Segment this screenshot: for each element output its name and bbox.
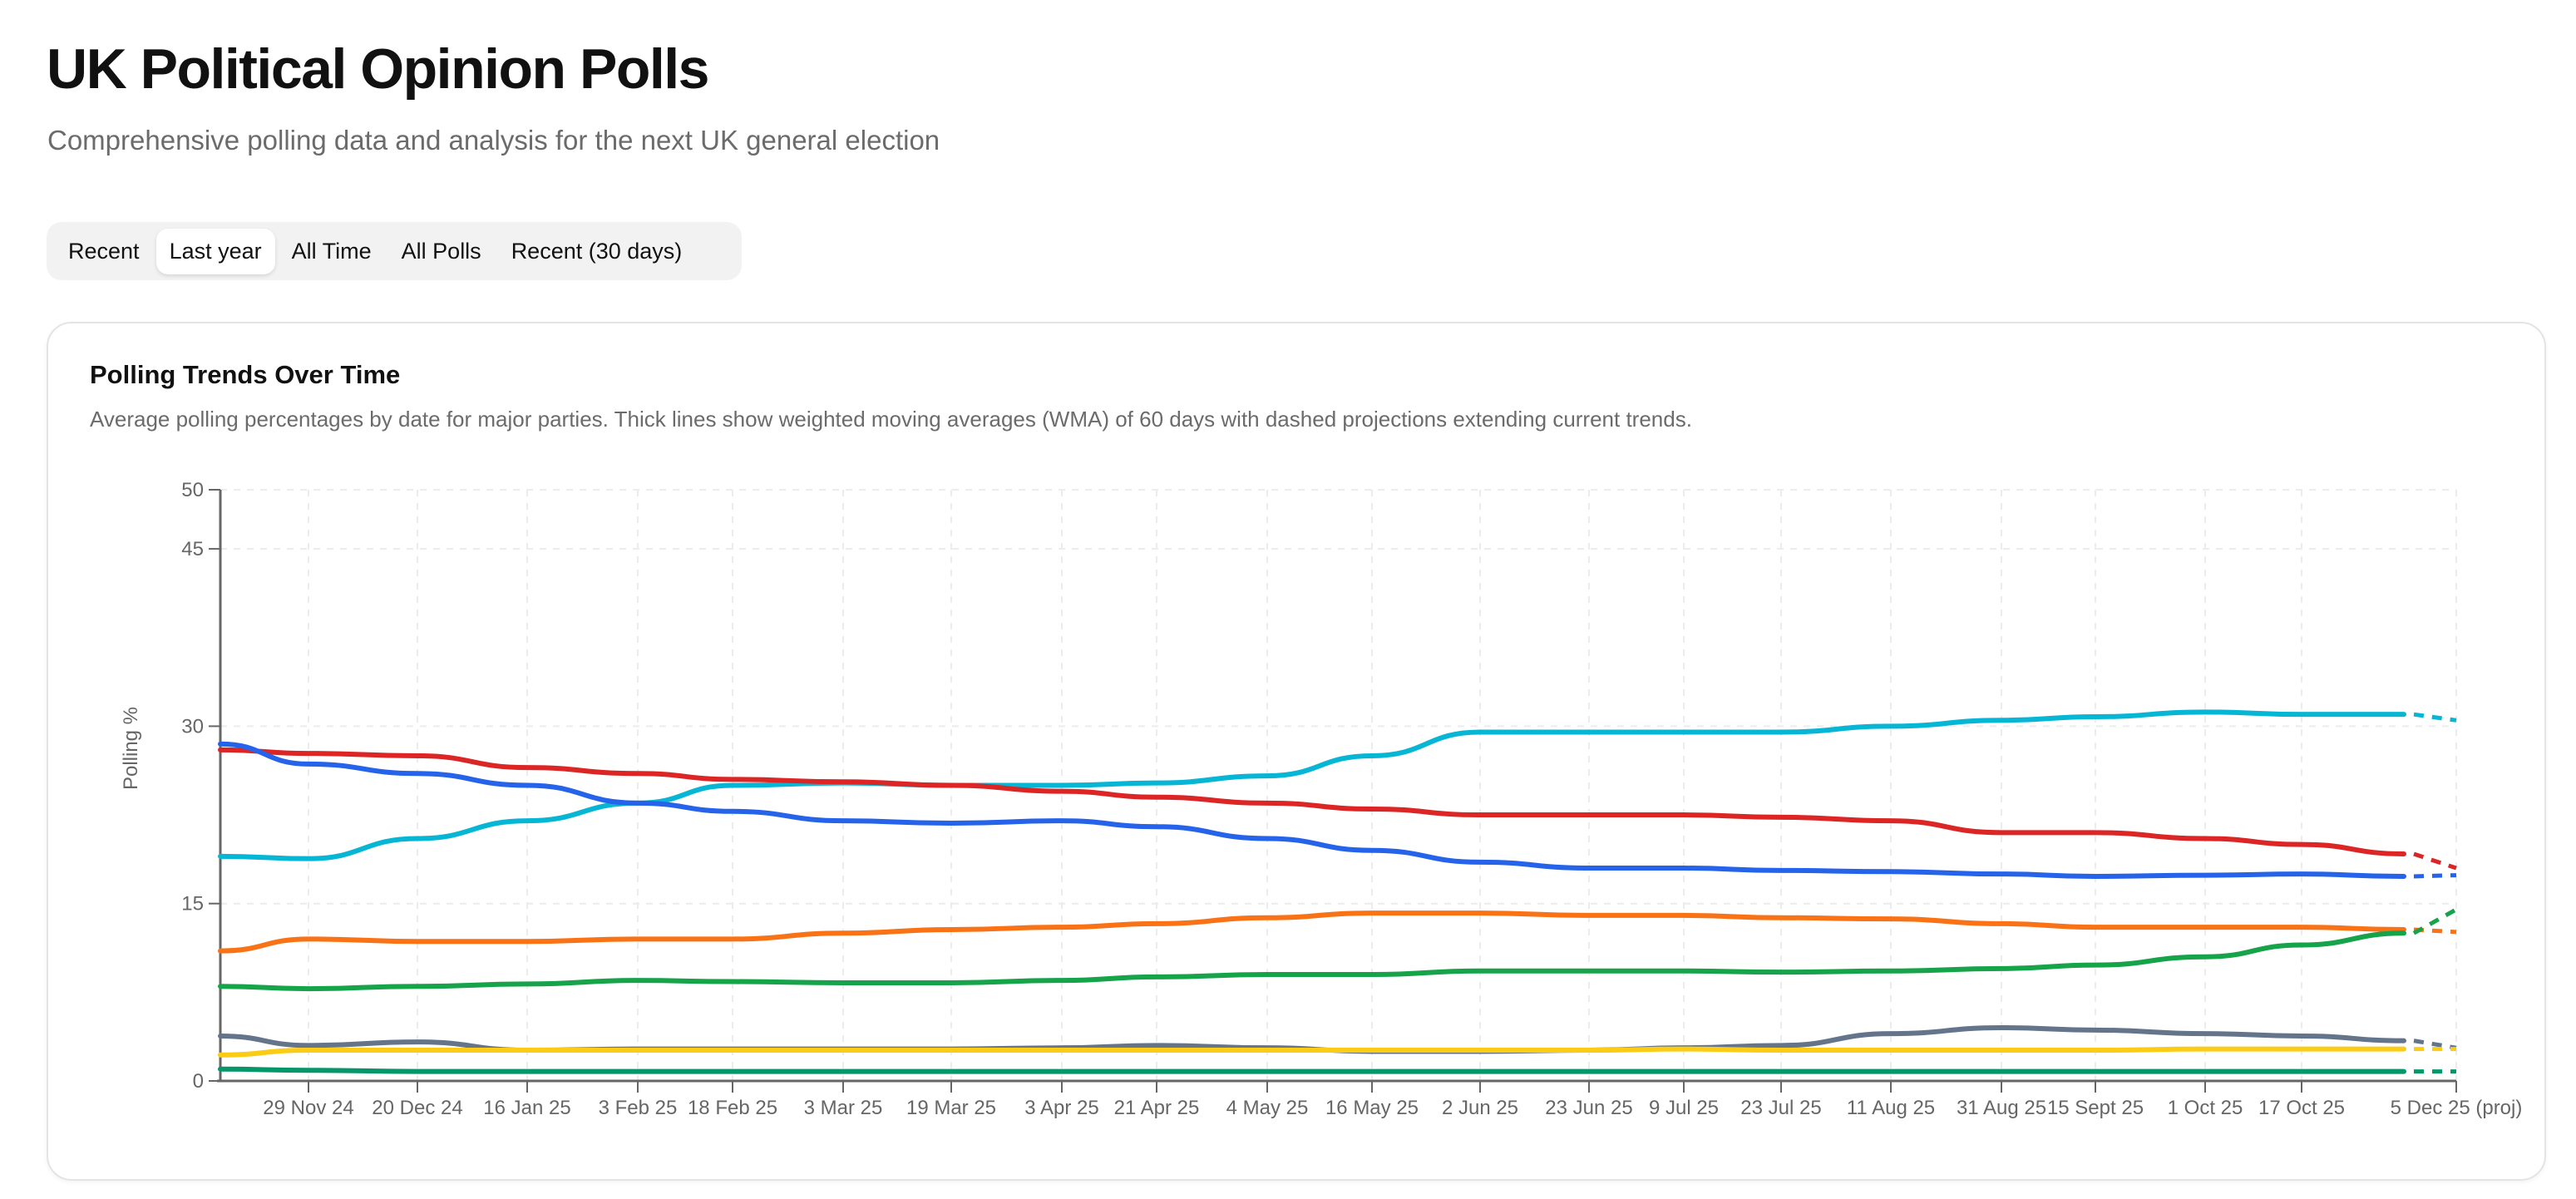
y-tick-label: 15 — [181, 893, 204, 915]
x-tick-label: 3 Apr 25 — [1024, 1097, 1098, 1119]
x-tick-label: 18 Feb 25 — [688, 1097, 777, 1119]
tab-all-time[interactable]: All Time — [291, 238, 372, 264]
x-tick-label: 3 Mar 25 — [804, 1097, 883, 1119]
x-tick-label: 16 Jan 25 — [483, 1097, 570, 1119]
projection-line-5 — [2413, 1039, 2457, 1050]
projection-line-0 — [2413, 712, 2457, 723]
x-tick-label: 17 Oct 25 — [2258, 1097, 2345, 1119]
projection-line-4 — [2412, 907, 2458, 935]
time-range-tabs: Recent Last year All Time All Polls Rece… — [47, 222, 742, 280]
x-tick-label: 9 Jul 25 — [1649, 1097, 1719, 1119]
x-tick-label: 21 Apr 25 — [1114, 1097, 1200, 1119]
x-tick-label: 23 Jun 25 — [1545, 1097, 1632, 1119]
x-tick-label: 19 Mar 25 — [906, 1097, 996, 1119]
card-title: Polling Trends Over Time — [90, 360, 401, 389]
series-line-3 — [218, 910, 2406, 954]
y-tick-label: 0 — [193, 1070, 204, 1093]
x-tick-label: 23 Jul 25 — [1740, 1097, 1821, 1119]
series-line-4 — [218, 930, 2406, 992]
y-axis-label: Polling % — [120, 707, 142, 790]
page-subtitle: Comprehensive polling data and analysis … — [47, 125, 940, 155]
x-tick-label: 4 May 25 — [1226, 1097, 1309, 1119]
series-line-0 — [218, 709, 2406, 861]
x-tick-label: 29 Nov 24 — [263, 1097, 353, 1119]
x-tick-label: 1 Oct 25 — [2168, 1097, 2243, 1119]
series-line-6 — [218, 1046, 2406, 1058]
x-tick-label: 2 Jun 25 — [1442, 1097, 1518, 1119]
polling-trends-card: Polling Trends Over Time Average polling… — [47, 322, 2546, 1181]
card-description: Average polling percentages by date for … — [90, 407, 1692, 432]
x-tick-label: 16 May 25 — [1325, 1097, 1419, 1119]
y-tick-label: 50 — [181, 479, 204, 501]
x-tick-label: 11 Aug 25 — [1847, 1097, 1935, 1119]
y-tick-label: 30 — [181, 715, 204, 738]
x-tick-label: 31 Aug 25 — [1957, 1097, 2046, 1119]
series-line-1 — [218, 747, 2406, 856]
y-tick-label: 45 — [181, 538, 204, 560]
page-title: UK Political Opinion Polls — [47, 37, 709, 101]
x-tick-label: 15 Sept 25 — [2047, 1097, 2144, 1119]
tab-recent-30-days[interactable]: Recent (30 days) — [511, 238, 683, 264]
tab-recent[interactable]: Recent — [68, 238, 140, 264]
tab-last-year[interactable]: Last year — [155, 228, 275, 274]
x-tick-label: 20 Dec 24 — [372, 1097, 462, 1119]
projection-line-1 — [2413, 851, 2457, 871]
x-tick-label: 3 Feb 25 — [599, 1097, 678, 1119]
series-line-2 — [218, 741, 2406, 879]
series-line-7 — [218, 1066, 2406, 1074]
tab-all-polls[interactable]: All Polls — [401, 238, 481, 264]
x-tick-label: 5 Dec 25 (proj) — [2391, 1097, 2523, 1119]
